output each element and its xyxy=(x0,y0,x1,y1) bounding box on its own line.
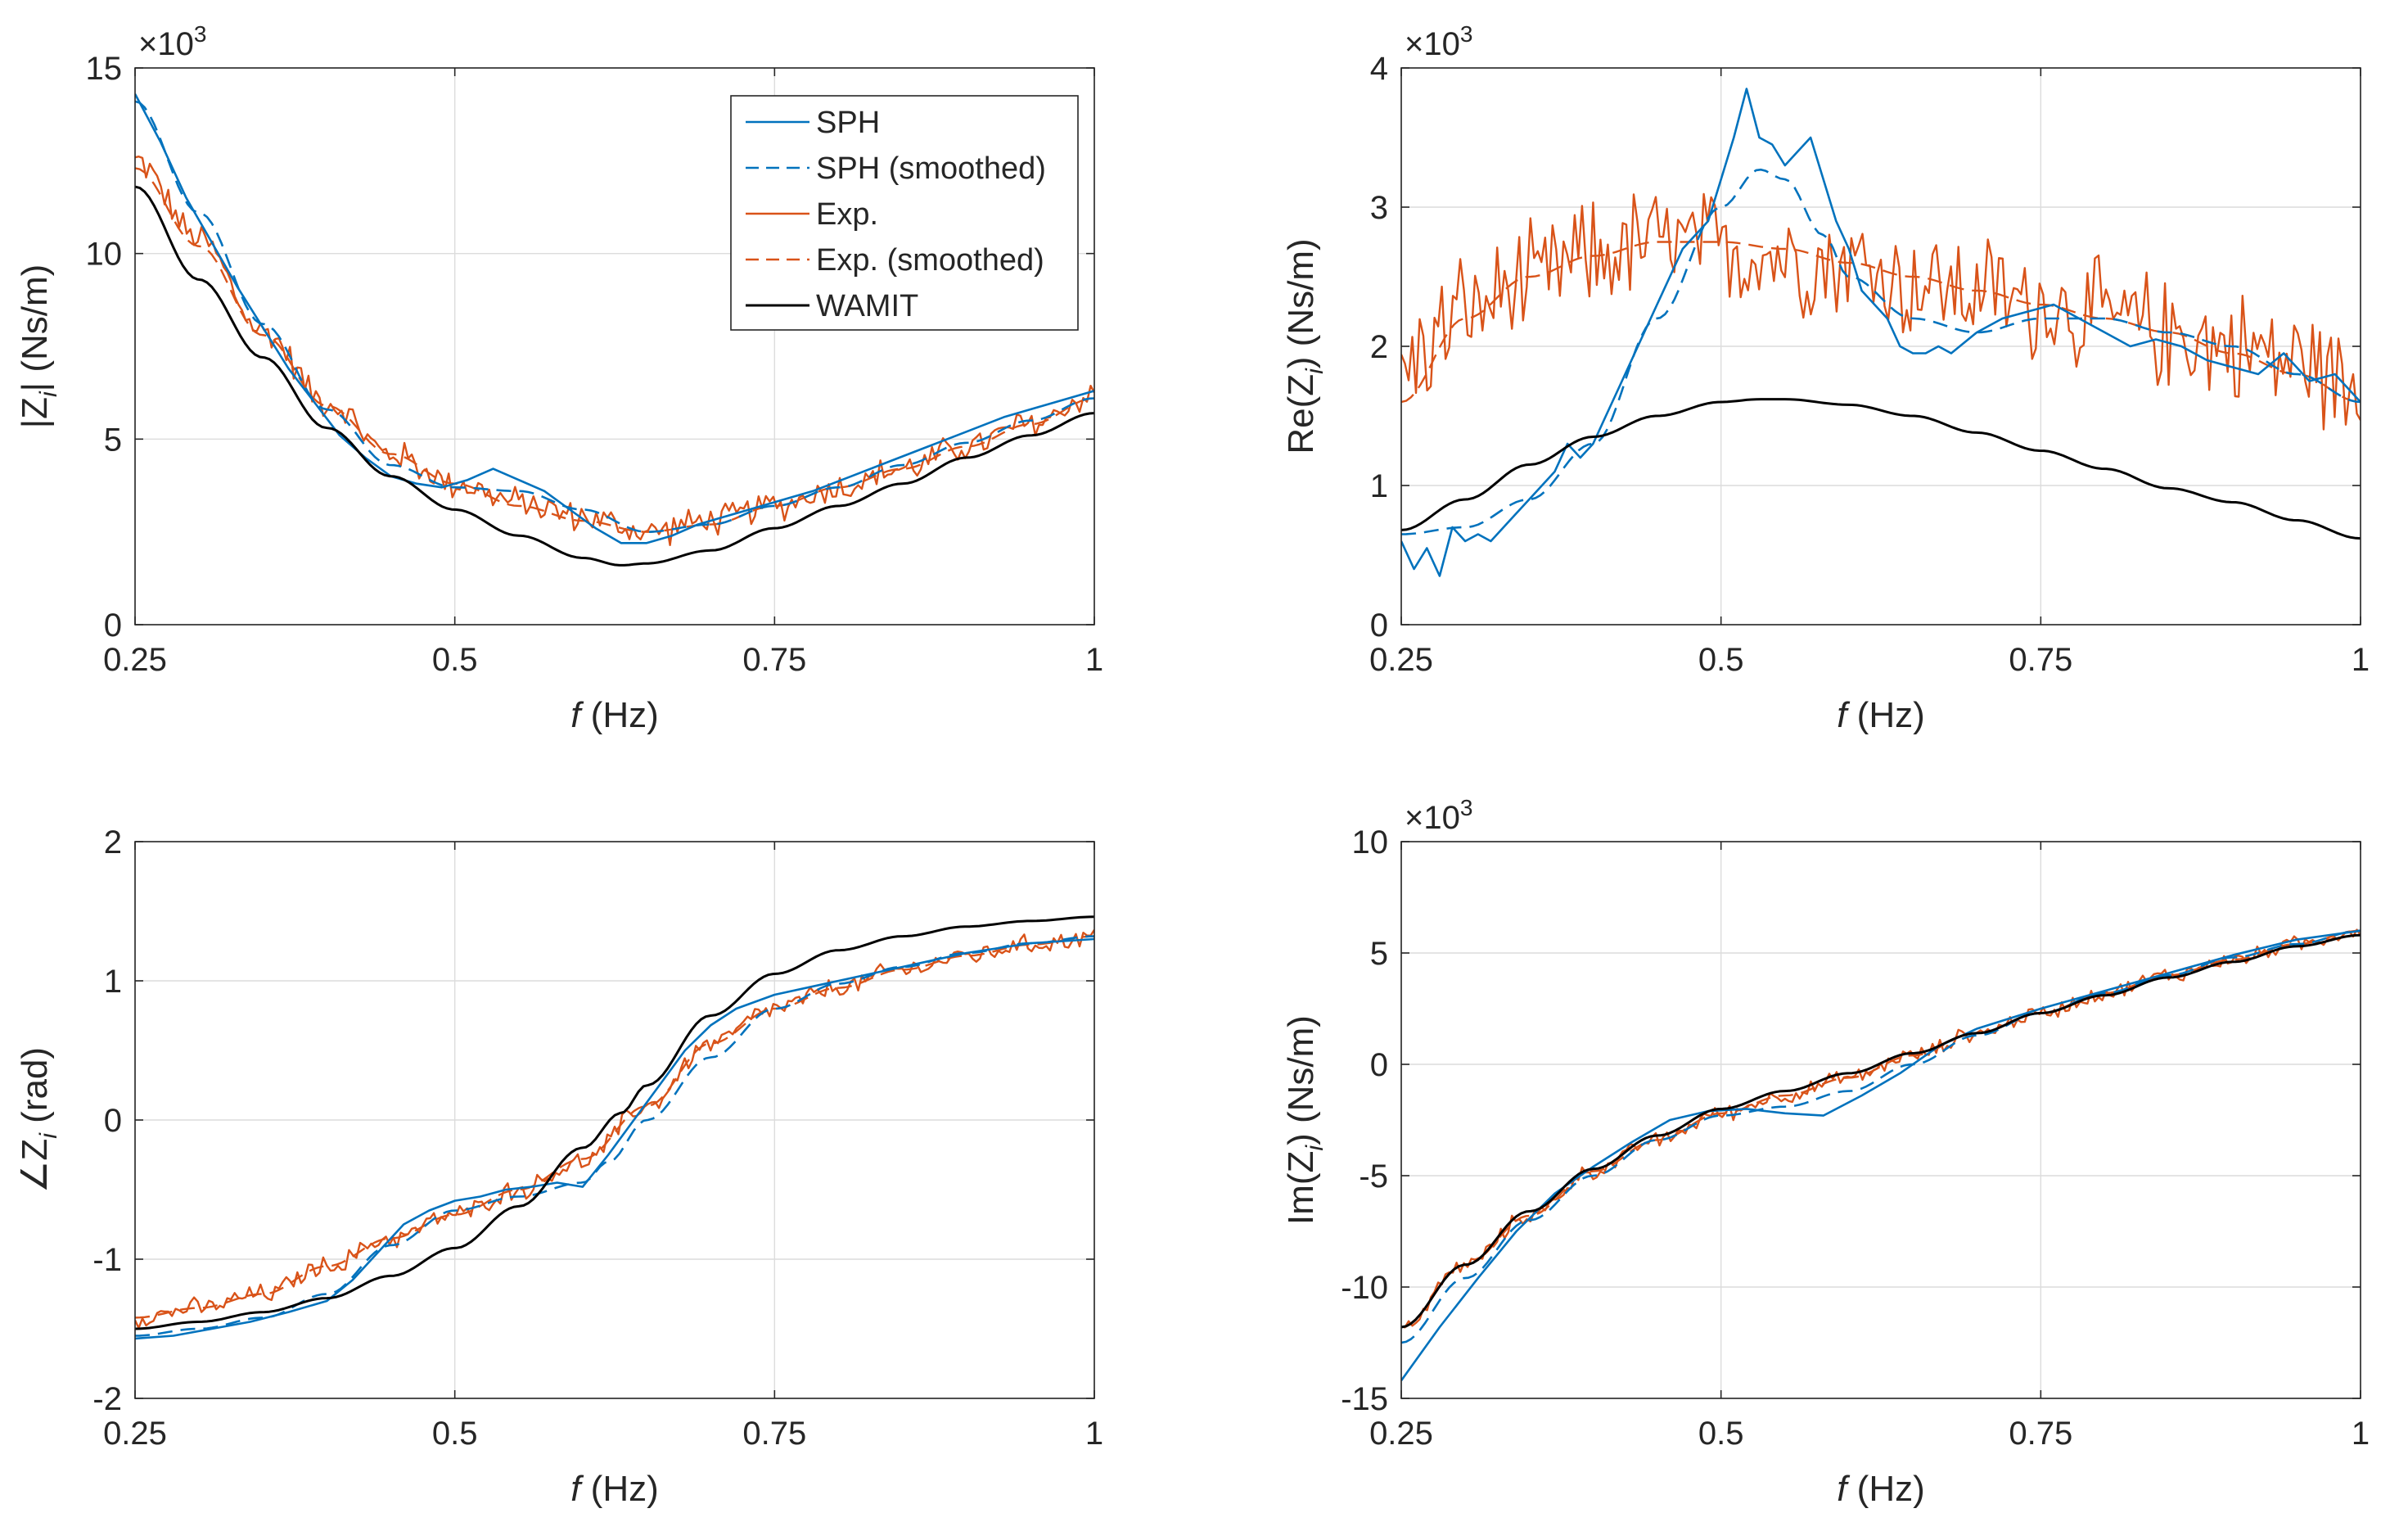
series-sph xyxy=(1401,88,2361,577)
series-sph-smoothed xyxy=(1401,168,2361,535)
chart-im: 0.25 0.5 0.75 1 -15 -10 -5 0 5 10 f (Hz) Im(Zi) (Ns… xyxy=(1281,795,2370,1509)
exponent-label: ×103 xyxy=(1405,21,1472,62)
legend: SPH SPH (smoothed) Exp. Exp. (smoothed) WAMI… xyxy=(730,95,1079,331)
y-tick-label: 0 xyxy=(1370,607,1388,644)
axes-box xyxy=(1400,841,2361,1399)
series-sph xyxy=(135,93,1094,544)
y-tick-label: 10 xyxy=(1352,824,1389,860)
series-sph-smoothed xyxy=(135,100,1094,533)
x-tick-label: 0.25 xyxy=(103,642,167,678)
x-tick-label: 0.75 xyxy=(2009,642,2072,678)
x-tick-label: 0.25 xyxy=(1369,642,1433,678)
series-exp-smoothed xyxy=(135,167,1094,533)
y-axis-label: ∠Zi (rad) xyxy=(15,1047,62,1193)
x-tick-label: 0.5 xyxy=(1698,1416,1744,1452)
x-tick-label: 0.75 xyxy=(742,642,806,678)
y-tick-label: 2 xyxy=(104,824,122,860)
series-group xyxy=(135,915,1094,1340)
plot-area xyxy=(1401,842,2361,1398)
series-wamit xyxy=(1401,933,2361,1329)
y-tick-label: -2 xyxy=(92,1381,122,1417)
series-exp xyxy=(135,156,1094,546)
series-exp-smoothed xyxy=(1401,929,2361,1329)
x-tick-label: 1 xyxy=(2352,642,2370,678)
legend-label-exp: Exp. xyxy=(816,197,878,232)
series-group xyxy=(135,93,1094,567)
y-tick-label: 1 xyxy=(1370,468,1388,504)
x-tick-label: 0.25 xyxy=(1369,1416,1433,1452)
series-exp-smoothed xyxy=(135,935,1094,1319)
legend-label-exp-smoothed: Exp. (smoothed) xyxy=(816,243,1044,278)
series-wamit xyxy=(135,185,1094,567)
x-tick-label: 0.5 xyxy=(432,642,478,678)
y-tick-label: 1 xyxy=(104,964,122,1000)
y-tick-label: 0 xyxy=(104,1103,122,1139)
x-tick-label: 1 xyxy=(1085,642,1103,678)
series-sph-smoothed xyxy=(1401,929,2361,1344)
x-axis-label: f (Hz) xyxy=(1837,695,1925,735)
axes-box xyxy=(134,67,1095,626)
x-tick-label: 1 xyxy=(1085,1416,1103,1452)
y-tick-label: 3 xyxy=(1370,190,1388,226)
x-tick-label: 1 xyxy=(2352,1416,2370,1452)
series-group xyxy=(1401,88,2361,577)
x-tick-label: 0.5 xyxy=(432,1416,478,1452)
exponent-label: ×103 xyxy=(138,21,206,62)
chart-phase: 0.25 0.5 0.75 1 -2 -1 0 1 2 f (Hz) ∠Zi (rad) xyxy=(15,824,1103,1509)
x-tick-label: 0.5 xyxy=(1698,642,1744,678)
y-tick-label: 0 xyxy=(1370,1047,1388,1083)
chart-re: 0.25 0.5 0.75 1 0 1 2 3 4 f (Hz) Re(Zi) (Ns/m) ×103 xyxy=(1281,21,2370,735)
legend-label-sph-smoothed: SPH (smoothed) xyxy=(816,151,1046,186)
y-axis-label: |Zi| (Ns/m) xyxy=(15,264,62,429)
y-tick-label: 0 xyxy=(104,607,122,644)
x-axis-label: f (Hz) xyxy=(570,1469,659,1509)
legend-label-sph: SPH xyxy=(816,106,880,140)
series-wamit xyxy=(135,915,1094,1330)
x-tick-label: 0.25 xyxy=(103,1416,167,1452)
y-tick-label: 10 xyxy=(86,237,123,273)
x-axis-label: f (Hz) xyxy=(1837,1469,1925,1509)
y-tick-label: 2 xyxy=(1370,329,1388,365)
x-tick-label: 0.75 xyxy=(2009,1416,2072,1452)
y-axis-label: Re(Zi) (Ns/m) xyxy=(1281,238,1328,454)
y-tick-label: -1 xyxy=(92,1242,122,1278)
y-tick-label: 15 xyxy=(86,51,123,87)
y-tick-label: -15 xyxy=(1341,1381,1388,1417)
series-group xyxy=(1401,928,2361,1381)
y-tick-label: -5 xyxy=(1359,1158,1388,1195)
x-tick-label: 0.75 xyxy=(742,1416,806,1452)
y-axis-label: Im(Zi) (Ns/m) xyxy=(1281,1015,1328,1225)
series-exp xyxy=(1401,192,2361,431)
y-tick-label: 4 xyxy=(1370,51,1388,87)
series-exp-smoothed xyxy=(1401,241,2361,404)
series-sph xyxy=(1401,929,2361,1381)
y-tick-label: -10 xyxy=(1341,1270,1388,1306)
exponent-label: ×103 xyxy=(1405,795,1472,836)
legend-label-wamit: WAMIT xyxy=(816,289,918,323)
series-wamit xyxy=(1401,398,2361,540)
y-tick-label: 5 xyxy=(104,422,122,458)
x-axis-label: f (Hz) xyxy=(570,695,659,735)
y-tick-label: 5 xyxy=(1370,936,1388,972)
